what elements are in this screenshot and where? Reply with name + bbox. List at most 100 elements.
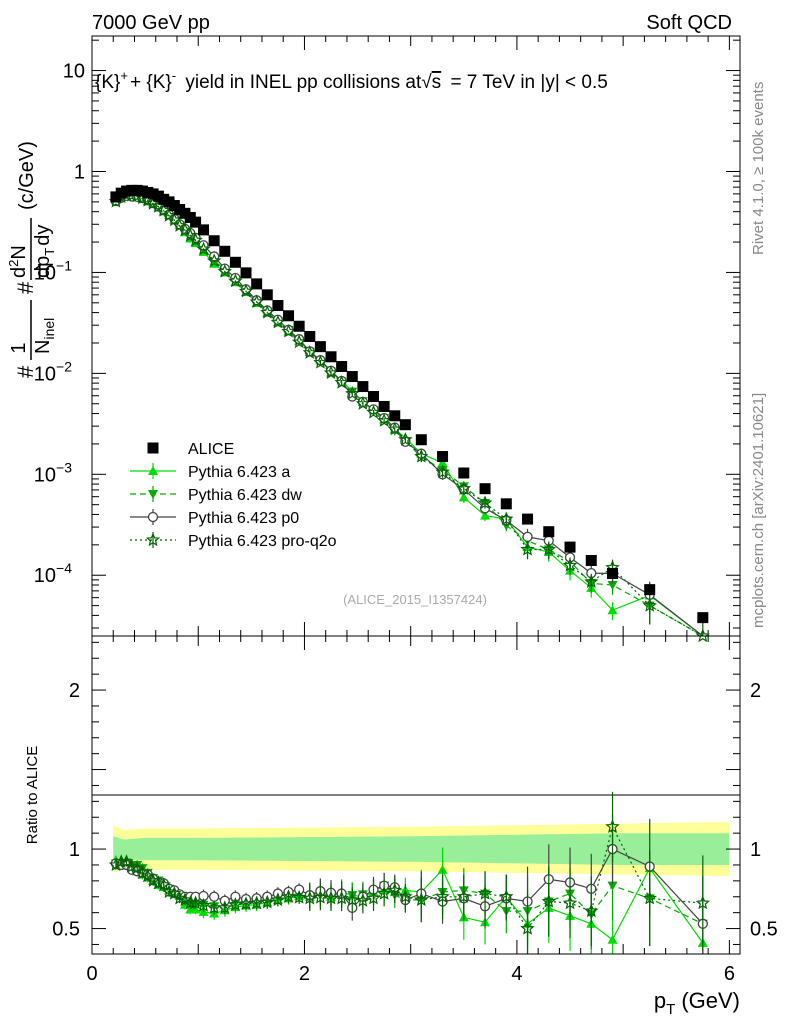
x-tick-label: 0 bbox=[86, 963, 97, 985]
alice-marker bbox=[261, 289, 273, 301]
pythia-pro-q2o-marker bbox=[108, 857, 124, 872]
pythia-pro-q2o-marker bbox=[376, 413, 392, 427]
main-y-axis-label: # 1 Ninel # d2N dpTdy (c/GeV) bbox=[6, 141, 57, 378]
pythia-pro-q2o-marker bbox=[562, 895, 578, 910]
y-tick-label: 10−1 bbox=[34, 257, 72, 284]
pythia-pro-q2o-marker bbox=[387, 421, 403, 436]
x-tick-label: 2 bbox=[299, 963, 310, 985]
ratio-uncertainty-bands bbox=[113, 822, 730, 877]
alice-marker bbox=[314, 341, 326, 353]
y-tick-label: 1 bbox=[69, 839, 80, 861]
rivet-label: Rivet 4.1.0, ≥ 100k events bbox=[750, 82, 767, 255]
main-series bbox=[108, 184, 710, 643]
pythia-pro-q2o-marker bbox=[541, 893, 556, 908]
svg-text:(c/GeV): (c/GeV) bbox=[16, 141, 38, 210]
pythia-a-marker bbox=[607, 605, 618, 615]
pythia-pro-q2o-marker bbox=[435, 889, 450, 903]
pythia-a-marker bbox=[437, 864, 448, 874]
legend-label: Pythia 6.423 p0 bbox=[188, 510, 299, 527]
pythia-pro-q2o-marker bbox=[334, 890, 349, 905]
pythia-pro-q2o-marker bbox=[114, 854, 129, 868]
pythia-pro-q2o-marker bbox=[345, 386, 360, 400]
alice-marker bbox=[368, 390, 380, 402]
pythia-p0-marker bbox=[209, 891, 220, 902]
pythia-pro-q2o-marker bbox=[695, 895, 710, 910]
pythia-pro-q2o-marker bbox=[228, 897, 243, 911]
legend-label: Pythia 6.423 a bbox=[188, 464, 290, 481]
pythia-pro-q2o-marker bbox=[177, 222, 193, 237]
pythia-a-marker bbox=[480, 510, 491, 520]
pythia-dw-marker bbox=[607, 881, 618, 891]
series-proq2o bbox=[108, 791, 710, 954]
pythia-dw-marker bbox=[148, 490, 158, 499]
alice-marker bbox=[644, 584, 656, 596]
y-tick-label: 2 bbox=[69, 680, 80, 702]
energy-label: 7000 GeV pp bbox=[92, 12, 210, 34]
pythia-pro-q2o-marker bbox=[188, 895, 203, 910]
legend-label: Pythia 6.423 dw bbox=[188, 487, 302, 504]
legend-entry: ALICE bbox=[147, 441, 234, 458]
svg-text:d2N: d2N bbox=[6, 245, 30, 278]
alice-marker bbox=[346, 371, 358, 383]
pythia-pro-q2o-marker bbox=[345, 892, 360, 907]
alice-marker bbox=[500, 498, 512, 510]
pythia-pro-q2o-marker bbox=[207, 253, 222, 268]
pythia-pro-q2o-marker bbox=[584, 574, 599, 589]
ratio-y-axis-label: Ratio to ALICE bbox=[24, 746, 41, 844]
alice-marker bbox=[357, 381, 369, 393]
legend-entry: Pythia 6.423 dw bbox=[130, 486, 302, 504]
pythia-pro-q2o-marker bbox=[183, 895, 198, 910]
pythia-pro-q2o-marker bbox=[145, 532, 161, 547]
pythia-a-marker bbox=[437, 457, 448, 467]
alice-marker bbox=[697, 612, 709, 624]
alice-marker bbox=[325, 351, 337, 363]
x-tick-label: 4 bbox=[511, 963, 522, 985]
y-tick-label: 1 bbox=[74, 161, 85, 183]
pythia-pro-q2o-marker bbox=[217, 900, 232, 914]
alice-marker bbox=[336, 360, 348, 372]
pythia-pro-q2o-marker bbox=[398, 889, 413, 903]
pythia-pro-q2o-marker bbox=[605, 819, 620, 833]
pythia-pro-q2o-marker bbox=[249, 294, 264, 309]
y-tick-label-right: 1 bbox=[750, 839, 761, 861]
pythia-pro-q2o-marker bbox=[228, 273, 243, 288]
y-tick-label-right: 0.5 bbox=[750, 919, 778, 941]
pythia-pro-q2o-marker bbox=[196, 241, 211, 256]
x-tick-label: 6 bbox=[724, 963, 735, 985]
alice-marker bbox=[607, 568, 619, 580]
pythia-p0-marker bbox=[230, 272, 241, 284]
legend: ALICE Pythia 6.423 a Pythia 6.423 dw Pythia… bbox=[130, 441, 337, 550]
legend-entry: Pythia 6.423 pro-q2o bbox=[130, 532, 337, 550]
plot-title: {K}+ + {K}- yield in INEL pp collisions a… bbox=[95, 64, 608, 93]
alice-marker bbox=[585, 554, 597, 566]
ratio-plot-frame bbox=[91, 635, 741, 955]
pythia-pro-q2o-marker bbox=[302, 345, 318, 359]
ratio-band-inner bbox=[113, 833, 730, 865]
pythia-pro-q2o-marker bbox=[156, 877, 171, 891]
pythia-pro-q2o-marker bbox=[456, 889, 471, 903]
series-proq2o bbox=[108, 187, 710, 643]
legend-label: ALICE bbox=[188, 441, 234, 458]
pythia-pro-q2o-marker bbox=[217, 264, 232, 278]
main-plot-panel: 10−4 10−3 10−2 10−1 1 10 {K}+ + {K}- yield in … bbox=[6, 35, 741, 643]
pythia-pro-q2o-marker bbox=[238, 896, 254, 911]
alice-marker bbox=[293, 320, 305, 332]
series-alice bbox=[110, 184, 709, 624]
pythia-pro-q2o-marker bbox=[499, 889, 514, 903]
alice-marker bbox=[240, 267, 252, 279]
alice-marker bbox=[564, 541, 576, 553]
pythia-pro-q2o-marker bbox=[499, 511, 514, 526]
pythia-pro-q2o-marker bbox=[414, 448, 429, 463]
pythia-pro-q2o-marker bbox=[281, 889, 296, 903]
mcplots-label: mcplots.cern.ch [arXiv:2401.10621] bbox=[750, 393, 767, 628]
svg-text:dpTdy: dpTdy bbox=[32, 225, 57, 278]
pythia-pro-q2o-marker bbox=[334, 375, 349, 389]
pythia-pro-q2o-marker bbox=[477, 886, 493, 900]
pythia-pro-q2o-marker bbox=[376, 886, 392, 900]
y-tick-label: 10−2 bbox=[34, 358, 72, 385]
alice-marker bbox=[251, 278, 263, 290]
alice-marker bbox=[415, 434, 427, 446]
alice-marker bbox=[229, 256, 241, 268]
pythia-pro-q2o-marker bbox=[456, 481, 471, 495]
